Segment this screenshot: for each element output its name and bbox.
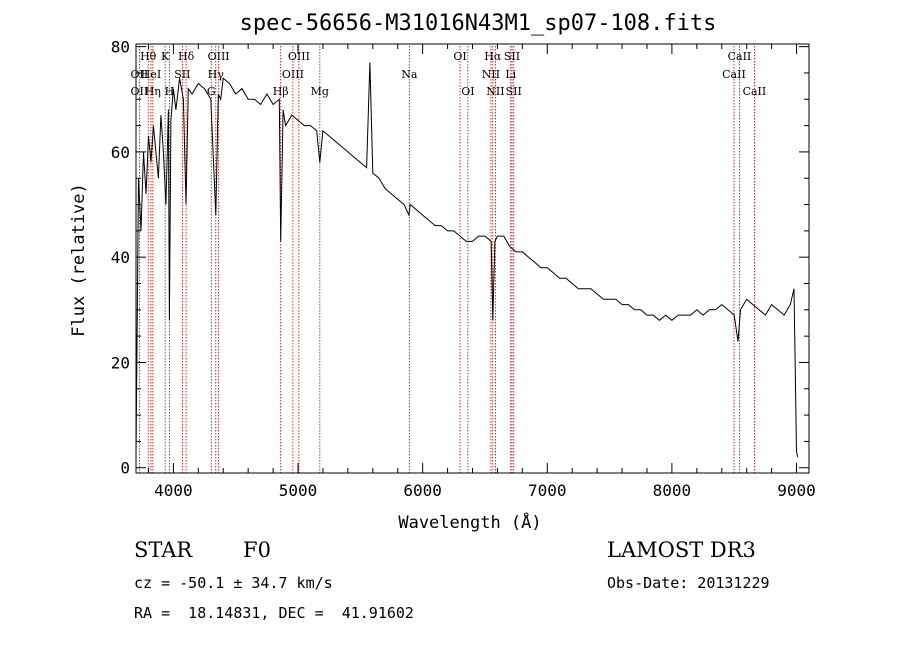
spectral-line-markers (138, 46, 755, 473)
spectral-line-label: Hη (145, 85, 161, 98)
spectral-line-label: HeI (141, 68, 161, 81)
spectral-line-label: OI (461, 85, 474, 98)
axis-ticks: 4000 5000 6000 7000 8000 9000 0 20 40 60 80 (111, 38, 816, 500)
x-tick-label: 4000 (154, 481, 193, 500)
spectral-line-label: K (161, 50, 170, 63)
spectral-line-label: CaII (728, 50, 752, 63)
ra-dec: RA = 18.14831, DEC = 41.91602 (134, 604, 414, 622)
spectral-line-label: OIII (208, 50, 230, 63)
y-tick-label: 40 (111, 248, 130, 267)
spectral-line-label: SII (506, 85, 522, 98)
x-tick-label: 5000 (279, 481, 318, 500)
x-axis-label: Wavelength (Å) (398, 511, 541, 533)
spectral-line-label: OI (453, 50, 466, 63)
spectral-line-label: Hα (484, 50, 502, 63)
spectral-line-label: CaII (743, 85, 767, 98)
spectral-line-label: CaII (722, 68, 746, 81)
spectral-line-label: H (165, 85, 175, 98)
x-tick-label: 6000 (403, 481, 442, 500)
spectral-line-label: Hδ (178, 50, 195, 63)
spectral-line-label: Hβ (273, 85, 289, 98)
spectral-line-label: SII (504, 50, 520, 63)
spectral-line-label: Hγ (208, 68, 225, 81)
spectral-line-label: NII (486, 85, 504, 98)
y-tick-label: 80 (111, 38, 130, 57)
spectral-line-label: OII (131, 68, 149, 81)
x-tick-label: 8000 (653, 481, 692, 500)
spectral-line-label: SII (174, 68, 190, 81)
spectral-line-label: NII (482, 68, 500, 81)
spectrum-line (135, 62, 799, 458)
spectral-line-label: Mg (311, 85, 329, 98)
x-tick-label: 9000 (777, 481, 816, 500)
spectral-line-label: Na (401, 68, 418, 81)
obs-date: Obs-Date: 20131229 (607, 574, 770, 592)
spectral-line-label: OIII (282, 68, 304, 81)
y-tick-label: 20 (111, 353, 130, 372)
object-subclass: F0 (243, 538, 271, 562)
plot-frame (135, 43, 810, 474)
y-axis-label: Flux (relative) (69, 183, 89, 337)
y-tick-label: 60 (111, 143, 130, 162)
spectral-line-label: OIII (288, 50, 310, 63)
spectral-line-label: Li (505, 68, 516, 81)
redshift-cz: cz = -50.1 ± 34.7 km/s (134, 574, 333, 592)
spectral-line-label: OII (131, 85, 149, 98)
y-tick-label: 0 (120, 459, 130, 478)
object-class: STAR (134, 538, 193, 562)
spectral-line-label: G (207, 85, 216, 98)
spectral-line-label: Hθ (140, 50, 157, 63)
x-tick-label: 7000 (528, 481, 567, 500)
survey-name: LAMOST DR3 (607, 538, 756, 562)
chart-title: spec-56656-M31016N43M1_sp07-108.fits (240, 11, 717, 36)
